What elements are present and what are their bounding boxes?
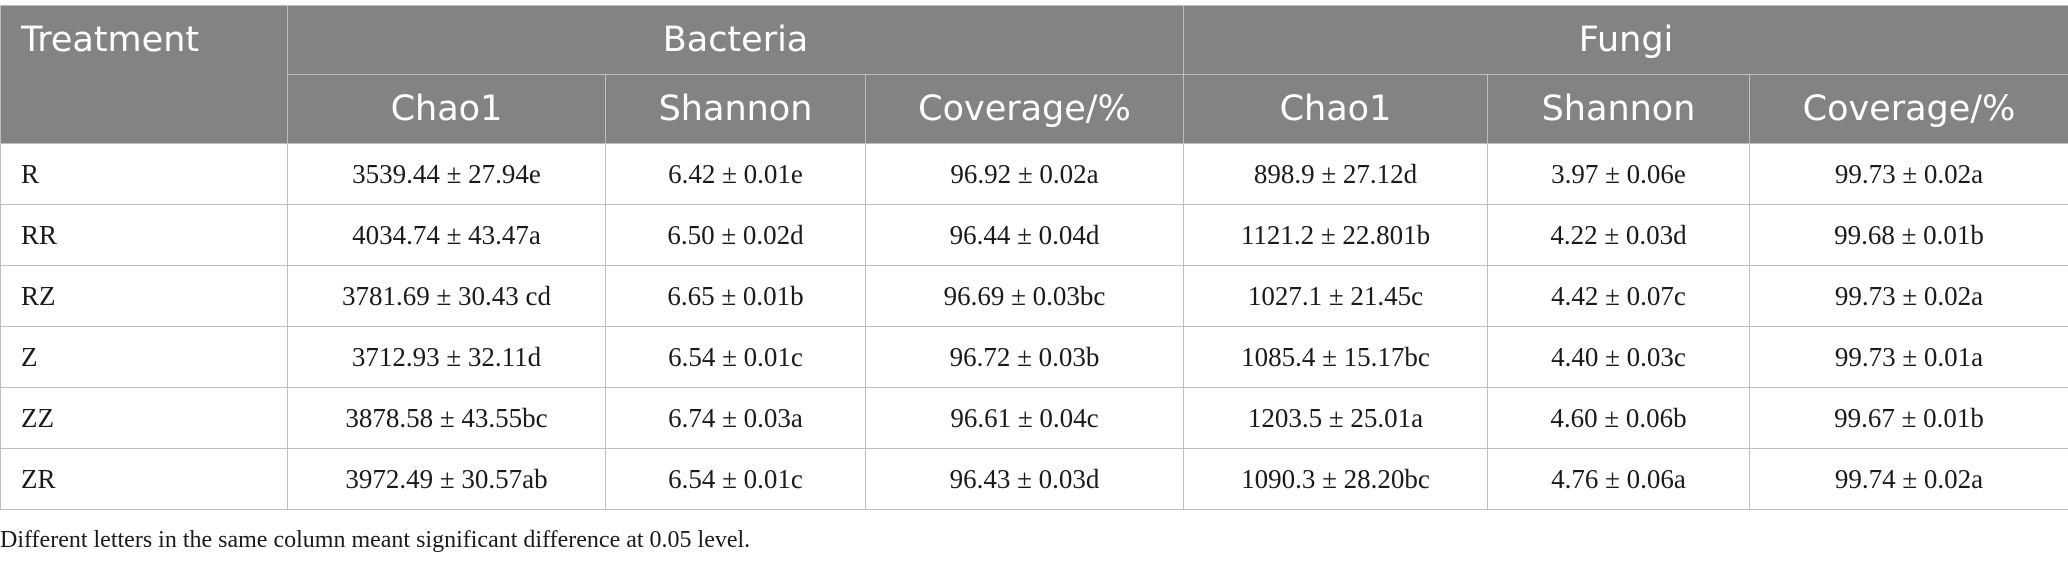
row-label: ZR xyxy=(0,448,288,510)
table-cell: 6.65 ± 0.01b xyxy=(605,265,866,327)
row-label: ZZ xyxy=(0,387,288,449)
table-cell: 4.42 ± 0.07c xyxy=(1487,265,1750,327)
table-cell: 99.74 ± 0.02a xyxy=(1749,448,2068,510)
column-header: Shannon xyxy=(605,74,866,144)
header-row-groups: Treatment Bacteria Fungi xyxy=(0,5,2068,144)
table-cell: 3539.44 ± 27.94e xyxy=(287,143,606,205)
group-header-bacteria: Bacteria xyxy=(287,5,1184,75)
table-row: RR 4034.74 ± 43.47a 6.50 ± 0.02d 96.44 ±… xyxy=(0,204,2068,266)
table-cell: 3.97 ± 0.06e xyxy=(1487,143,1750,205)
row-label: RR xyxy=(0,204,288,266)
table-row: RZ 3781.69 ± 30.43 cd 6.65 ± 0.01b 96.69… xyxy=(0,265,2068,327)
table-cell: 4034.74 ± 43.47a xyxy=(287,204,606,266)
table-cell: 99.73 ± 0.01a xyxy=(1749,326,2068,388)
table-cell: 1121.2 ± 22.801b xyxy=(1183,204,1488,266)
row-label: Z xyxy=(0,326,288,388)
table-cell: 6.42 ± 0.01e xyxy=(605,143,866,205)
table-cell: 99.73 ± 0.02a xyxy=(1749,265,2068,327)
table-cell: 99.73 ± 0.02a xyxy=(1749,143,2068,205)
column-header: Chao1 xyxy=(287,74,606,144)
column-header: Coverage/% xyxy=(1749,74,2068,144)
header-row-metrics: Chao1 Shannon Coverage/% Chao1 Shannon C… xyxy=(1,74,2068,144)
table-cell: 6.54 ± 0.01c xyxy=(605,448,866,510)
table-container: Treatment Bacteria Fungi Chao1 Shannon C… xyxy=(0,5,2068,510)
row-label: RZ xyxy=(0,265,288,327)
table-cell: 1203.5 ± 25.01a xyxy=(1183,387,1488,449)
table-row: Z 3712.93 ± 32.11d 6.54 ± 0.01c 96.72 ± … xyxy=(0,326,2068,388)
table-cell: 4.40 ± 0.03c xyxy=(1487,326,1750,388)
row-label: R xyxy=(0,143,288,205)
table-cell: 1090.3 ± 28.20bc xyxy=(1183,448,1488,510)
table-cell: 96.44 ± 0.04d xyxy=(865,204,1184,266)
table-cell: 4.76 ± 0.06a xyxy=(1487,448,1750,510)
table-cell: 6.50 ± 0.02d xyxy=(605,204,866,266)
group-header-fungi: Fungi xyxy=(1183,5,2068,75)
table-cell: 6.74 ± 0.03a xyxy=(605,387,866,449)
table-cell: 3712.93 ± 32.11d xyxy=(287,326,606,388)
column-header: Coverage/% xyxy=(865,74,1184,144)
column-header: Chao1 xyxy=(1183,74,1488,144)
table-row: ZR 3972.49 ± 30.57ab 6.54 ± 0.01c 96.43 … xyxy=(0,448,2068,510)
column-header: Shannon xyxy=(1487,74,1750,144)
table-cell: 99.68 ± 0.01b xyxy=(1749,204,2068,266)
table-cell: 898.9 ± 27.12d xyxy=(1183,143,1488,205)
table-row: ZZ 3878.58 ± 43.55bc 6.74 ± 0.03a 96.61 … xyxy=(0,387,2068,449)
table-cell: 99.67 ± 0.01b xyxy=(1749,387,2068,449)
table-header: Treatment Bacteria Fungi Chao1 Shannon C… xyxy=(0,5,2068,144)
table-cell: 4.60 ± 0.06b xyxy=(1487,387,1750,449)
table-cell: 96.61 ± 0.04c xyxy=(865,387,1184,449)
table-footnote: Different letters in the same column mea… xyxy=(0,527,751,553)
table-cell: 96.72 ± 0.03b xyxy=(865,326,1184,388)
table-body: R 3539.44 ± 27.94e 6.42 ± 0.01e 96.92 ± … xyxy=(0,143,2068,510)
table-cell: 4.22 ± 0.03d xyxy=(1487,204,1750,266)
treatment-header: Treatment xyxy=(0,5,288,144)
table-cell: 1085.4 ± 15.17bc xyxy=(1183,326,1488,388)
table-cell: 3878.58 ± 43.55bc xyxy=(287,387,606,449)
table-cell: 6.54 ± 0.01c xyxy=(605,326,866,388)
table-cell: 96.92 ± 0.02a xyxy=(865,143,1184,205)
table-cell: 3781.69 ± 30.43 cd xyxy=(287,265,606,327)
table-cell: 3972.49 ± 30.57ab xyxy=(287,448,606,510)
table-cell: 96.43 ± 0.03d xyxy=(865,448,1184,510)
table-row: R 3539.44 ± 27.94e 6.42 ± 0.01e 96.92 ± … xyxy=(0,143,2068,205)
table-cell: 96.69 ± 0.03bc xyxy=(865,265,1184,327)
table-cell: 1027.1 ± 21.45c xyxy=(1183,265,1488,327)
data-table: Treatment Bacteria Fungi Chao1 Shannon C… xyxy=(0,5,2068,510)
